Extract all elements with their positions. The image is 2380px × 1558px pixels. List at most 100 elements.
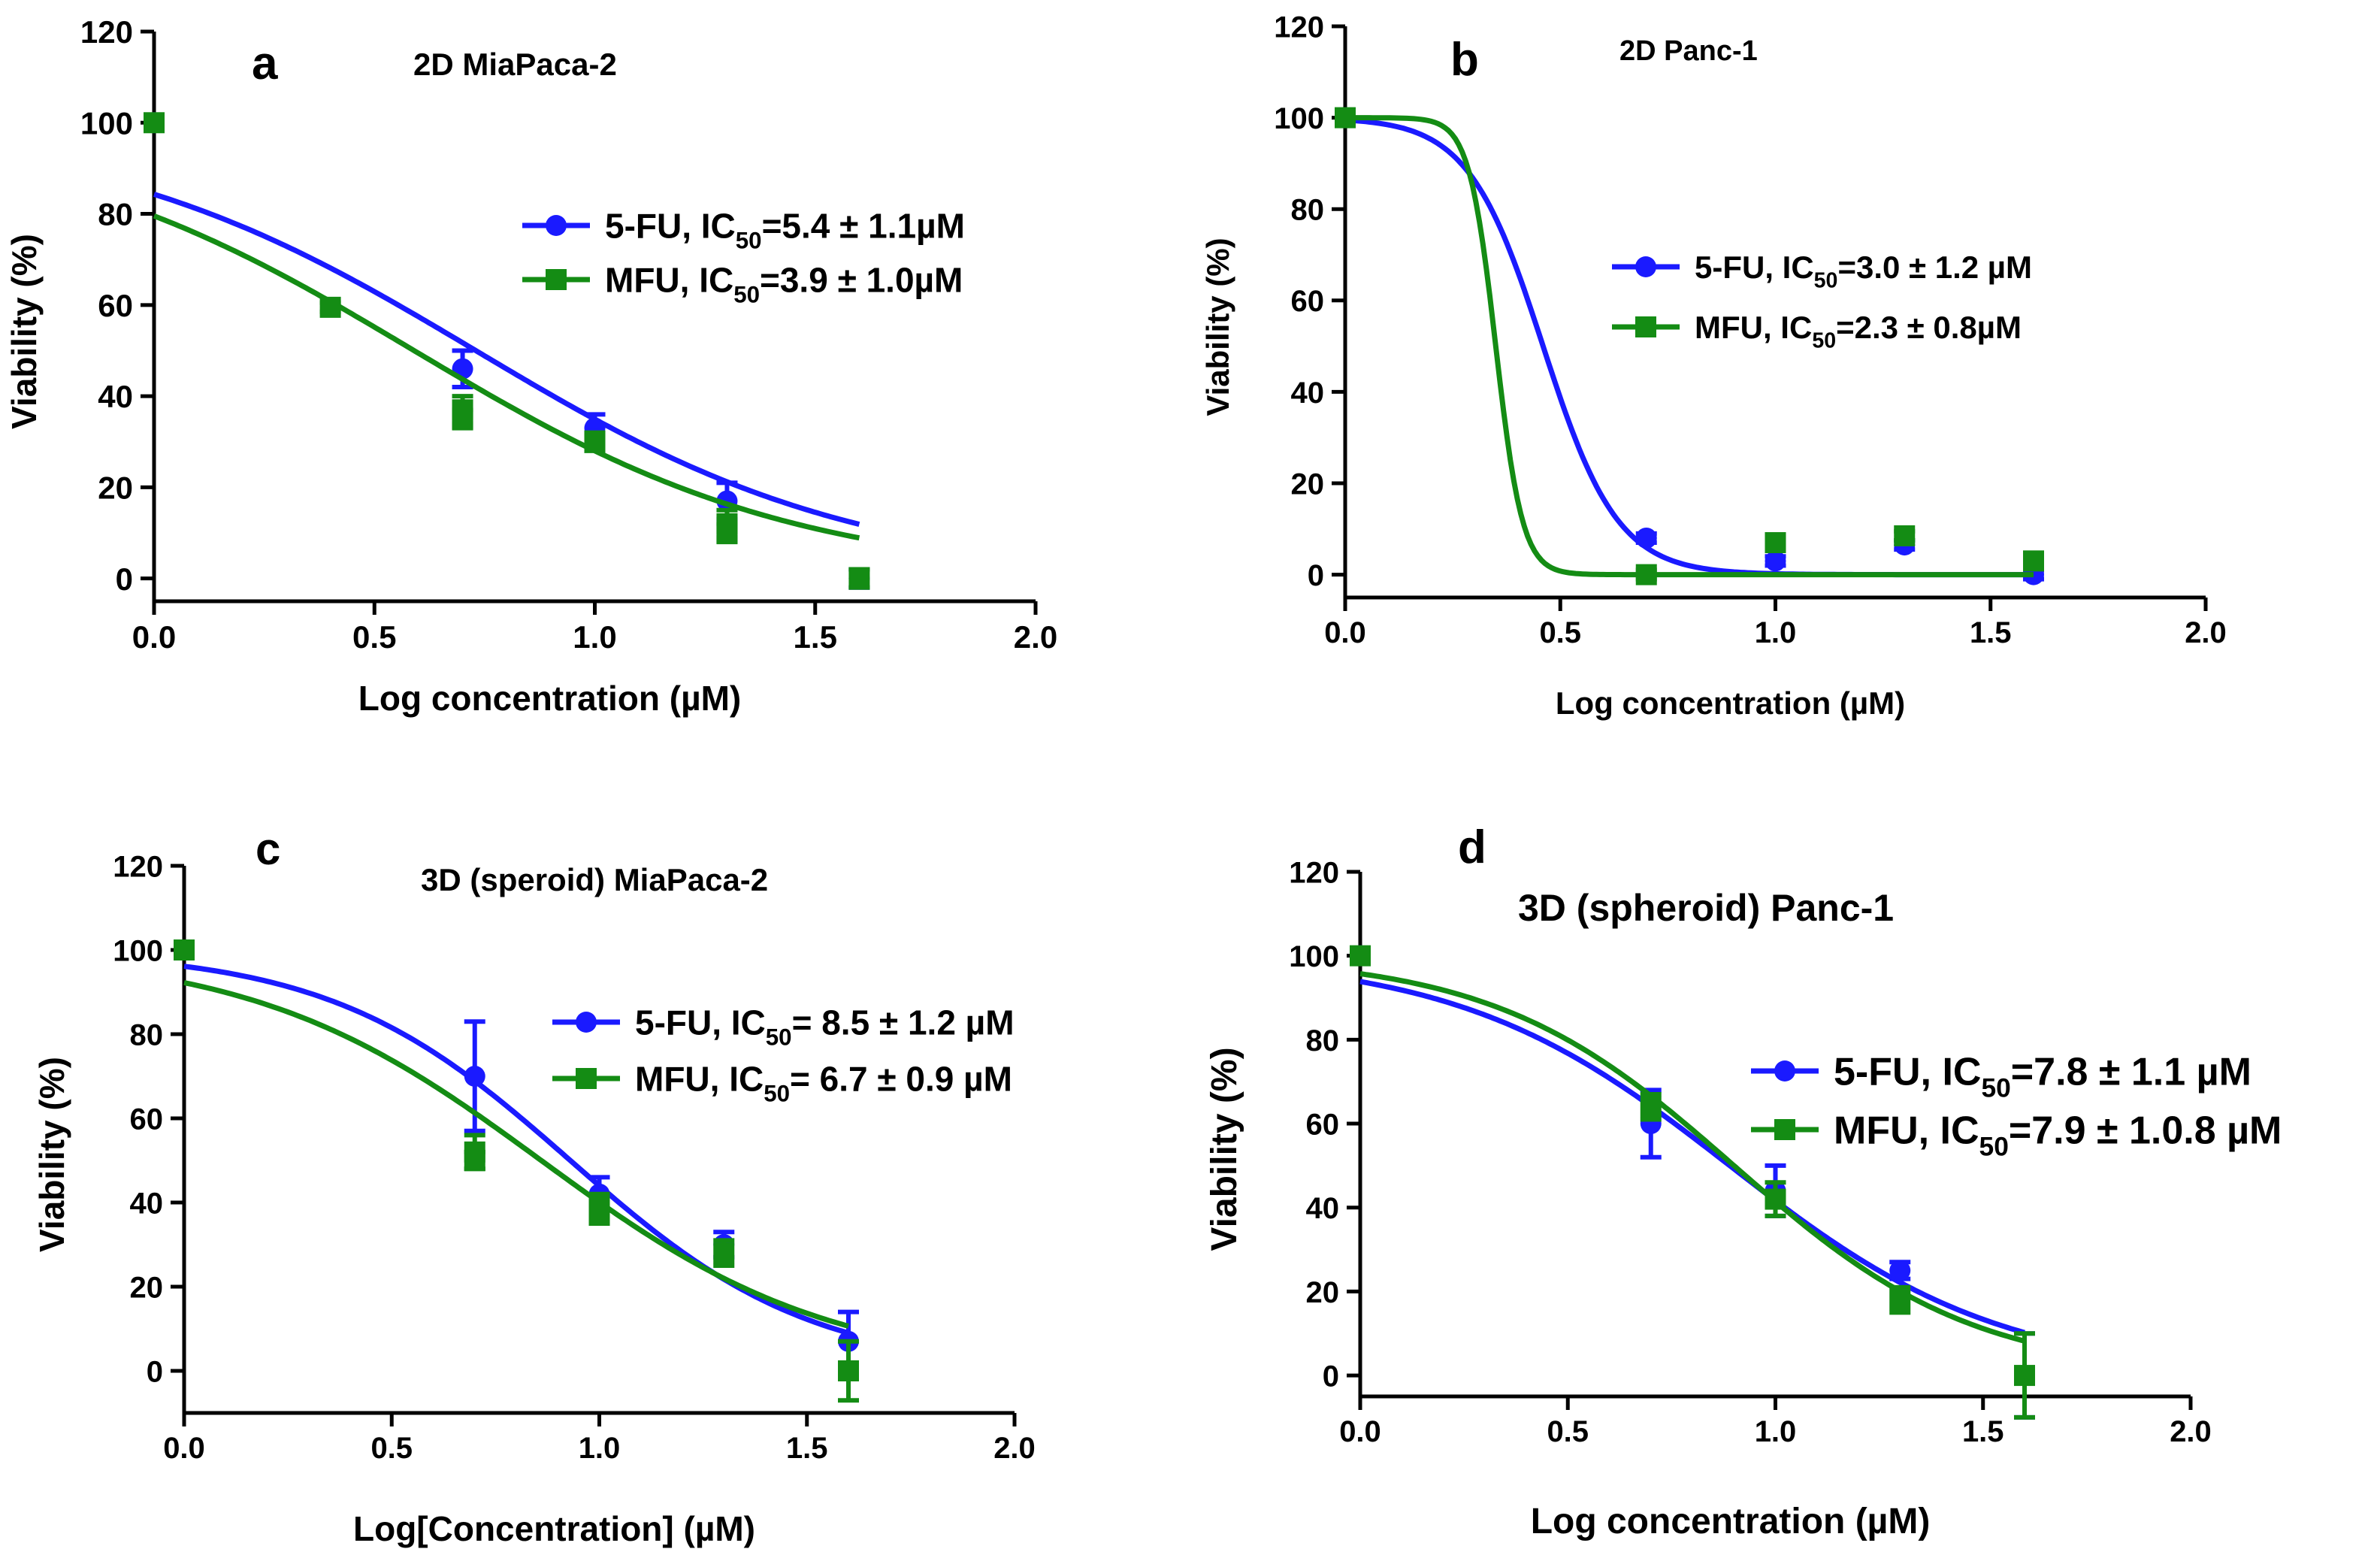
data-point (174, 939, 195, 961)
x-tick-label: 0.0 (1324, 616, 1366, 649)
fit-curve (183, 980, 849, 1329)
x-axis-label: Log concentration (µM) (1556, 685, 1905, 721)
legend-marker (576, 1012, 597, 1033)
x-tick-label: 1.0 (573, 619, 616, 655)
y-tick-label: 120 (1274, 11, 1324, 44)
data-point (1635, 564, 1657, 585)
y-tick-label: 0 (1308, 559, 1324, 592)
y-axis-label: Viability (%) (1200, 237, 1235, 416)
data-point (1765, 1188, 1786, 1210)
legend-marker (576, 1068, 597, 1089)
y-tick-label: 40 (1306, 1192, 1340, 1225)
data-point (319, 296, 341, 318)
data-point (464, 1066, 485, 1087)
x-tick-label: 1.0 (579, 1432, 621, 1465)
series-five-fu: 5-FU, IC50= 8.5 ± 1.2 µM (174, 939, 1015, 1373)
data-point (1889, 1260, 1911, 1281)
panel-a: 0 20 40 60 80 100 120 0.0 0.5 1.0 1.5 2.0 Log concen… (5, 14, 1057, 718)
y-tick-label: 0 (1323, 1360, 1339, 1393)
y-tick-label: 80 (130, 1018, 164, 1051)
y-tick-label: 40 (98, 379, 133, 414)
y-tick-label: 40 (130, 1187, 164, 1220)
panel-title: 2D Panc-1 (1619, 35, 1758, 67)
y-tick-label: 100 (113, 934, 163, 967)
x-tick-label: 0.0 (1339, 1415, 1381, 1448)
data-point (1640, 1096, 1662, 1118)
x-tick-label: 2.0 (2185, 616, 2227, 649)
fit-curve (1345, 115, 2034, 578)
x-tick-label: 1.0 (1755, 1415, 1797, 1448)
series-five-fu: 5-FU, IC50=7.8 ± 1.1 µM (1350, 945, 2251, 1420)
x-tick-label: 2.0 (993, 1432, 1036, 1465)
data-point (464, 1150, 485, 1171)
legend-label: 5-FU, IC50= 8.5 ± 1.2 µM (635, 1003, 1015, 1051)
data-point (1765, 550, 1786, 572)
data-point (144, 112, 165, 134)
x-tick-label: 1.0 (1755, 616, 1797, 649)
panel-letter: c (256, 824, 280, 874)
data-point (452, 408, 473, 430)
y-tick-label: 80 (1291, 194, 1325, 227)
x-tick-label: 0.5 (352, 619, 396, 655)
series-mfu: MFU, IC50=3.9 ± 1.0µM (144, 112, 963, 590)
y-tick-label: 0 (147, 1355, 163, 1388)
series-five-fu: 5-FU, IC50=5.4 ± 1.1µM (144, 112, 965, 590)
legend-marker (1774, 1060, 1795, 1082)
y-axis-label: Viability (%) (32, 1057, 71, 1252)
y-tick-label: 60 (1306, 1108, 1340, 1141)
series-mfu: MFU, IC50= 6.7 ± 0.9 µM (174, 939, 1012, 1403)
panel-letter: d (1458, 821, 1486, 873)
data-point (1889, 1289, 1911, 1311)
y-axis-label: Viability (%) (1205, 1047, 1244, 1251)
panel-title: 2D MiaPaca-2 (413, 47, 617, 82)
y-tick-label: 120 (113, 850, 163, 883)
y-tick-label: 20 (1306, 1276, 1340, 1309)
x-tick-label: 0.0 (132, 619, 176, 655)
data-point (2023, 550, 2044, 572)
data-point (848, 567, 870, 589)
series-mfu: MFU, IC50=2.3 ± 0.8µM (1335, 107, 2044, 585)
y-tick-label: 60 (98, 288, 133, 323)
fit-curve (1359, 979, 2025, 1336)
data-point (588, 1204, 610, 1226)
legend-label: MFU, IC50=2.3 ± 0.8µM (1695, 310, 2022, 353)
legend-label: MFU, IC50= 6.7 ± 0.9 µM (635, 1060, 1012, 1107)
fit-curve (1344, 117, 2034, 578)
legend-marker (546, 215, 567, 236)
panel-d: 0 20 40 60 80 100 120 0.0 0.5 1.0 1.5 2.0 Log concen… (1205, 821, 2282, 1541)
legend-marker (1635, 256, 1656, 277)
x-axis-label: Log concentration (µM) (358, 679, 741, 718)
legend-label: 5-FU, IC50=7.8 ± 1.1 µM (1834, 1051, 2251, 1103)
fit-curve (153, 192, 860, 527)
panel-c: 0 20 40 60 80 100 120 0.0 0.5 1.0 1.5 2.0 Log[Concen… (32, 824, 1036, 1548)
x-tick-label: 0.5 (370, 1432, 413, 1465)
x-tick-label: 0.5 (1547, 1415, 1589, 1448)
panel-title: 3D (spheroid) Panc-1 (1518, 887, 1894, 929)
y-tick-label: 80 (1306, 1024, 1340, 1057)
y-tick-label: 100 (1274, 102, 1324, 135)
legend-marker (546, 269, 567, 290)
data-point (1350, 945, 1371, 967)
y-tick-label: 100 (1289, 940, 1339, 973)
data-point (584, 431, 606, 452)
panel-letter: a (252, 38, 278, 89)
x-tick-label: 0.5 (1539, 616, 1581, 649)
data-point (713, 1242, 735, 1264)
x-tick-label: 2.0 (2170, 1415, 2212, 1448)
data-point (1894, 525, 1916, 546)
panel-b: 0 20 40 60 80 100 120 0.0 0.5 1.0 1.5 2.0 Log concen… (1200, 11, 2227, 721)
y-tick-label: 120 (1289, 856, 1339, 889)
series-five-fu: 5-FU, IC50=3.0 ± 1.2 µM (1335, 107, 2044, 585)
x-tick-label: 1.5 (786, 1432, 828, 1465)
y-tick-label: 0 (116, 561, 133, 597)
data-point (1635, 527, 1657, 549)
y-tick-label: 20 (130, 1271, 164, 1304)
y-tick-label: 40 (1291, 377, 1325, 410)
y-tick-label: 120 (80, 14, 133, 50)
data-point (716, 522, 738, 544)
x-tick-label: 1.5 (1962, 1415, 2004, 1448)
y-tick-label: 20 (98, 470, 133, 506)
x-tick-label: 1.5 (1970, 616, 2012, 649)
y-tick-label: 60 (130, 1103, 164, 1136)
